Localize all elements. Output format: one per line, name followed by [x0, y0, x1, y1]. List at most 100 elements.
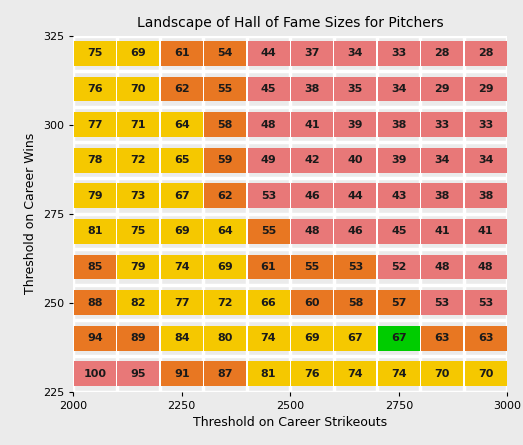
Text: 76: 76: [304, 369, 320, 379]
Text: 72: 72: [131, 155, 146, 165]
Text: 44: 44: [260, 49, 277, 58]
Text: 60: 60: [304, 298, 320, 307]
Text: 69: 69: [174, 227, 190, 236]
Bar: [421, 219, 463, 244]
Bar: [161, 183, 203, 208]
Text: 34: 34: [391, 84, 406, 94]
Bar: [204, 255, 246, 279]
Bar: [291, 183, 333, 208]
Text: 38: 38: [304, 84, 320, 94]
Bar: [334, 148, 377, 173]
Text: 37: 37: [304, 49, 320, 58]
Text: 71: 71: [131, 120, 146, 129]
Text: 46: 46: [304, 191, 320, 201]
Text: 75: 75: [131, 227, 146, 236]
Bar: [464, 255, 507, 279]
Bar: [378, 183, 420, 208]
Bar: [334, 361, 377, 386]
Text: 41: 41: [435, 227, 450, 236]
Text: 63: 63: [478, 333, 493, 343]
Text: 58: 58: [348, 298, 363, 307]
Bar: [204, 77, 246, 101]
Bar: [334, 77, 377, 101]
Text: 48: 48: [304, 227, 320, 236]
Text: 67: 67: [391, 333, 406, 343]
Text: 67: 67: [174, 191, 189, 201]
Bar: [291, 255, 333, 279]
Bar: [161, 255, 203, 279]
Bar: [247, 112, 290, 137]
Bar: [247, 290, 290, 315]
Bar: [464, 41, 507, 66]
Text: 87: 87: [218, 369, 233, 379]
Bar: [464, 361, 507, 386]
Bar: [74, 183, 116, 208]
Bar: [378, 77, 420, 101]
Text: 62: 62: [174, 84, 189, 94]
Text: 48: 48: [478, 262, 493, 272]
Text: 74: 74: [174, 262, 189, 272]
Bar: [204, 361, 246, 386]
Bar: [378, 41, 420, 66]
Text: 75: 75: [87, 49, 103, 58]
Bar: [247, 77, 290, 101]
Bar: [291, 290, 333, 315]
Text: 72: 72: [218, 298, 233, 307]
Text: 79: 79: [131, 262, 146, 272]
Bar: [334, 255, 377, 279]
Bar: [464, 219, 507, 244]
Text: 38: 38: [391, 120, 406, 129]
Bar: [247, 255, 290, 279]
Bar: [161, 219, 203, 244]
Bar: [378, 255, 420, 279]
Bar: [161, 112, 203, 137]
Text: 28: 28: [478, 49, 493, 58]
Bar: [247, 326, 290, 351]
Bar: [204, 290, 246, 315]
Text: 77: 77: [174, 298, 189, 307]
Bar: [334, 112, 377, 137]
Bar: [161, 361, 203, 386]
Text: 55: 55: [218, 84, 233, 94]
Bar: [204, 148, 246, 173]
Text: 82: 82: [131, 298, 146, 307]
Text: 74: 74: [348, 369, 363, 379]
Text: 61: 61: [174, 49, 189, 58]
Text: 80: 80: [218, 333, 233, 343]
Bar: [334, 41, 377, 66]
Text: 33: 33: [478, 120, 493, 129]
Text: 48: 48: [435, 262, 450, 272]
Text: 44: 44: [347, 191, 363, 201]
Text: 53: 53: [348, 262, 363, 272]
Text: 43: 43: [391, 191, 406, 201]
Bar: [74, 361, 116, 386]
Bar: [464, 183, 507, 208]
Text: 33: 33: [391, 49, 406, 58]
Bar: [74, 148, 116, 173]
Bar: [204, 326, 246, 351]
Bar: [291, 77, 333, 101]
Title: Landscape of Hall of Fame Sizes for Pitchers: Landscape of Hall of Fame Sizes for Pitc…: [137, 16, 444, 30]
Text: 29: 29: [478, 84, 493, 94]
Bar: [117, 290, 160, 315]
Text: 77: 77: [87, 120, 103, 129]
Text: 95: 95: [131, 369, 146, 379]
Bar: [291, 148, 333, 173]
Text: 45: 45: [261, 84, 276, 94]
X-axis label: Threshold on Career Strikeouts: Threshold on Career Strikeouts: [193, 416, 388, 429]
Text: 81: 81: [87, 227, 103, 236]
Bar: [378, 361, 420, 386]
Text: 40: 40: [348, 155, 363, 165]
Bar: [117, 255, 160, 279]
Bar: [117, 77, 160, 101]
Text: 42: 42: [304, 155, 320, 165]
Bar: [74, 41, 116, 66]
Text: 74: 74: [391, 369, 406, 379]
Text: 57: 57: [391, 298, 406, 307]
Text: 88: 88: [87, 298, 103, 307]
Bar: [204, 41, 246, 66]
Bar: [161, 290, 203, 315]
Text: 69: 69: [130, 49, 146, 58]
Bar: [204, 183, 246, 208]
Text: 70: 70: [478, 369, 493, 379]
